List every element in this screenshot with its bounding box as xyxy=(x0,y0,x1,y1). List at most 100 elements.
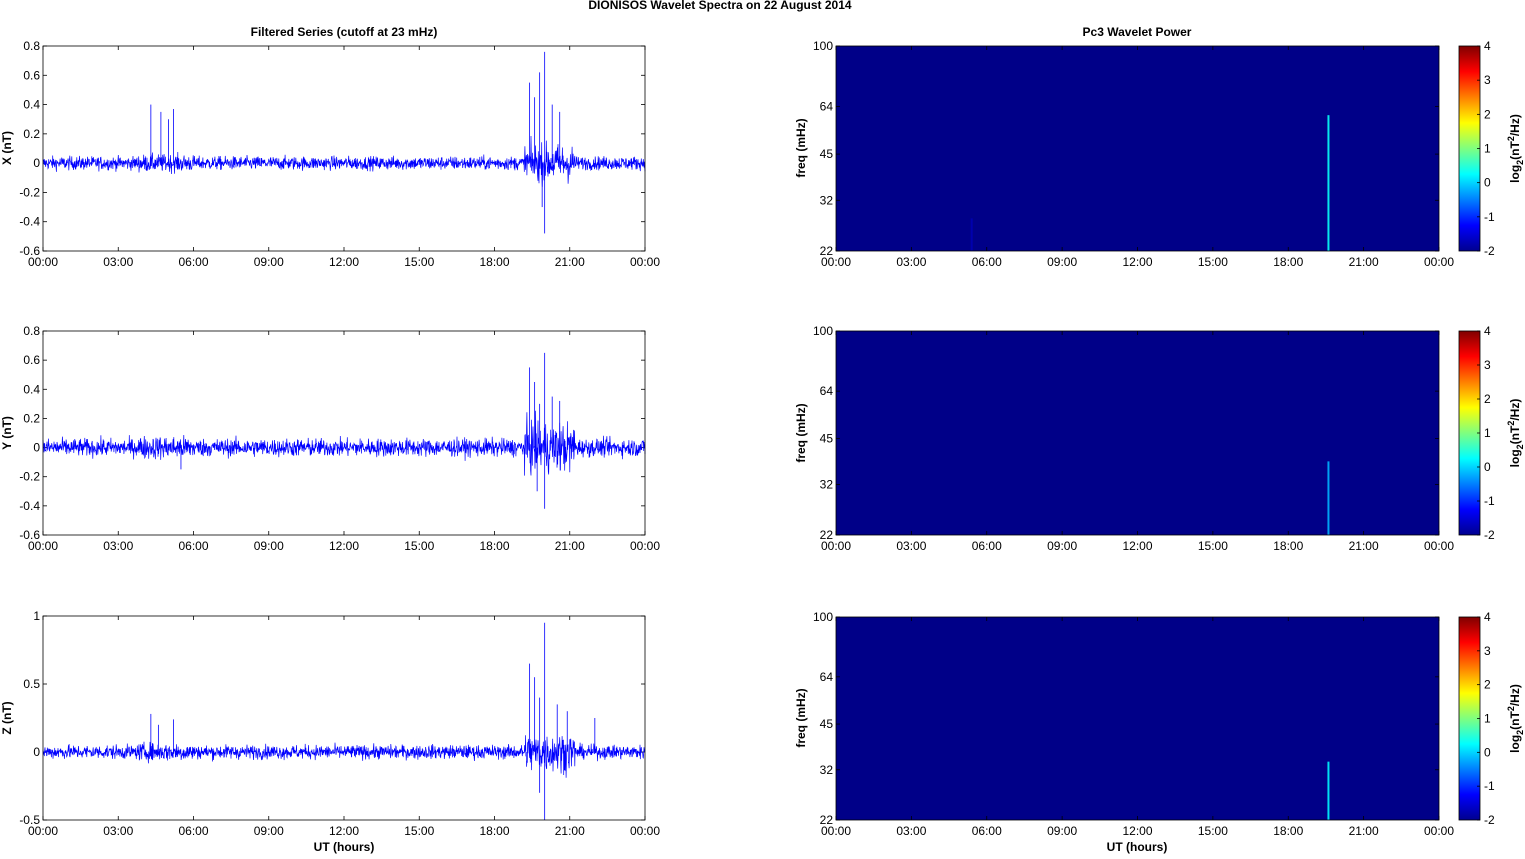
y-tick-label: 0 xyxy=(33,441,40,455)
y-tick-label: 22 xyxy=(820,813,834,827)
power-burst xyxy=(970,218,973,251)
x-tick-label: 03:00 xyxy=(896,539,926,553)
plot-frame xyxy=(835,616,1440,821)
y-tick-label: 0 xyxy=(33,156,40,170)
y-tick-label: -0.6 xyxy=(19,244,40,258)
x-tick-label: 00:00 xyxy=(821,824,851,838)
plot-area xyxy=(43,616,645,820)
y-tick-label: 0.2 xyxy=(23,127,40,141)
y-tick-label: -0.2 xyxy=(19,470,40,484)
plot-frame xyxy=(42,330,646,536)
x-tick-label: 09:00 xyxy=(254,539,284,553)
x-tick-label: 18:00 xyxy=(1273,255,1303,269)
plot-frame xyxy=(42,45,646,252)
x-tick-label: 09:00 xyxy=(1047,539,1077,553)
y-tick-label: 45 xyxy=(820,147,834,161)
y-tick-label: 0.8 xyxy=(23,39,40,53)
x-tick-label: 12:00 xyxy=(329,539,359,553)
y-tick-label: 45 xyxy=(820,717,834,731)
x-tick-label: 18:00 xyxy=(479,824,509,838)
colorbar-tick-label: 0 xyxy=(1484,460,1491,474)
colorbar-tick-label: -1 xyxy=(1484,779,1495,793)
y-tick-label: -0.2 xyxy=(19,185,40,199)
colorbar-label: log2(nT2/Hz) xyxy=(1506,114,1525,183)
colorbar-label: log2(nT2/Hz) xyxy=(1506,399,1525,468)
y-tick-label: 45 xyxy=(820,432,834,446)
x-axis: 00:00 03:00 06:00 09:00 12:00 15:00 18:00 21:00… xyxy=(821,617,1454,838)
x-tick-label: 00:00 xyxy=(1424,539,1454,553)
y-tick-label: -0.6 xyxy=(19,528,40,542)
colorbar-tick-label: 4 xyxy=(1484,39,1491,53)
colorbar-tick-label: 2 xyxy=(1484,107,1491,121)
colorbar-tick-label: -1 xyxy=(1484,494,1495,508)
colorbar: -2 -1 0 1 2 3 4 log2(nT2/Hz) xyxy=(1458,324,1525,542)
x-axis: 00:00 03:00 06:00 09:00 12:00 15:00 18:00 21:00… xyxy=(28,46,660,269)
x-tick-label: 18:00 xyxy=(479,539,509,553)
x-axis: 00:00 03:00 06:00 09:00 12:00 15:00 18:00 21:00… xyxy=(821,331,1454,553)
y-tick-label: 0.6 xyxy=(23,68,40,82)
x-axis: 00:00 03:00 06:00 09:00 12:00 15:00 18:00 21:00… xyxy=(28,331,660,553)
x-tick-label: 06:00 xyxy=(972,539,1002,553)
colorbar-tick-label: 1 xyxy=(1484,142,1491,156)
x-tick-label: 21:00 xyxy=(555,255,585,269)
x-tick-label: 03:00 xyxy=(896,824,926,838)
x-axis: 00:00 03:00 06:00 09:00 12:00 15:00 18:00 21:00… xyxy=(28,616,660,838)
signal-trace xyxy=(42,51,646,234)
colorbar-tick-label: -2 xyxy=(1484,244,1495,258)
colorbar-tick-label: 1 xyxy=(1484,426,1491,440)
y-tick-label: 0.5 xyxy=(23,677,40,691)
x-tick-label: 00:00 xyxy=(630,255,660,269)
x-tick-label: 00:00 xyxy=(28,539,58,553)
y-axis: 22 32 45 64 100 xyxy=(813,324,1439,542)
x-component-panel: -0.6 -0.4 -0.2 0 0.2 0.4 0.6 0.8 00:00 03:00 06:0… xyxy=(0,39,660,269)
y-axis: -0.6 -0.4 -0.2 0 0.2 0.4 0.6 0.8 xyxy=(19,324,645,542)
heatmap-area xyxy=(836,46,1439,251)
x-tick-label: 03:00 xyxy=(103,824,133,838)
heatmap-features xyxy=(970,115,1330,251)
colorbar: -2 -1 0 1 2 3 4 log2(nT2/Hz) xyxy=(1458,610,1525,827)
y-tick-label: 22 xyxy=(820,528,834,542)
colorbar: -2 -1 0 1 2 3 4 log2(nT2/Hz) xyxy=(1458,39,1525,258)
x-tick-label: 06:00 xyxy=(972,255,1002,269)
heatmap-features xyxy=(1327,461,1330,535)
y-tick-label: 32 xyxy=(820,193,834,207)
y-tick-label: -0.5 xyxy=(19,813,40,827)
plot-area xyxy=(43,331,645,535)
y-tick-label: -0.4 xyxy=(19,499,40,513)
colorbar-tick-label: 0 xyxy=(1484,745,1491,759)
x-tick-label: 09:00 xyxy=(254,824,284,838)
y-tick-label: 22 xyxy=(820,244,834,258)
colorbar-tick-label: 3 xyxy=(1484,644,1491,658)
x-tick-label: 15:00 xyxy=(404,539,434,553)
power-burst xyxy=(1327,115,1330,251)
colorbar-tick-label: -2 xyxy=(1484,528,1495,542)
x-tick-label: 12:00 xyxy=(329,255,359,269)
x-tick-label: 21:00 xyxy=(1349,255,1379,269)
x-tick-label: 03:00 xyxy=(103,255,133,269)
signal-trace xyxy=(42,622,646,820)
y-axis: 22 32 45 64 100 xyxy=(813,610,1439,827)
y-axis-label: freq (mHz) xyxy=(794,118,808,177)
y-tick-label: 0 xyxy=(33,745,40,759)
y-tick-label: 64 xyxy=(820,670,834,684)
x-tick-label: 12:00 xyxy=(1122,539,1152,553)
y-tick-label: 0.2 xyxy=(23,411,40,425)
colorbar-scale xyxy=(1458,616,1481,821)
colorbar-tick-label: -1 xyxy=(1484,210,1495,224)
x-tick-label: 06:00 xyxy=(178,539,208,553)
colorbar-tick-label: -2 xyxy=(1484,813,1495,827)
y-tick-label: 32 xyxy=(820,478,834,492)
y-tick-label: 100 xyxy=(813,610,833,624)
x-tick-label: 21:00 xyxy=(1349,824,1379,838)
heatmap-area xyxy=(836,617,1439,820)
y-tick-label: 1 xyxy=(33,609,40,623)
colorbar-tick-label: 3 xyxy=(1484,73,1491,87)
x-tick-label: 09:00 xyxy=(254,255,284,269)
y-tick-label: 0.8 xyxy=(23,324,40,338)
x-tick-label: 18:00 xyxy=(479,255,509,269)
y-tick-label: 100 xyxy=(813,39,833,53)
x-tick-label: 15:00 xyxy=(1198,539,1228,553)
